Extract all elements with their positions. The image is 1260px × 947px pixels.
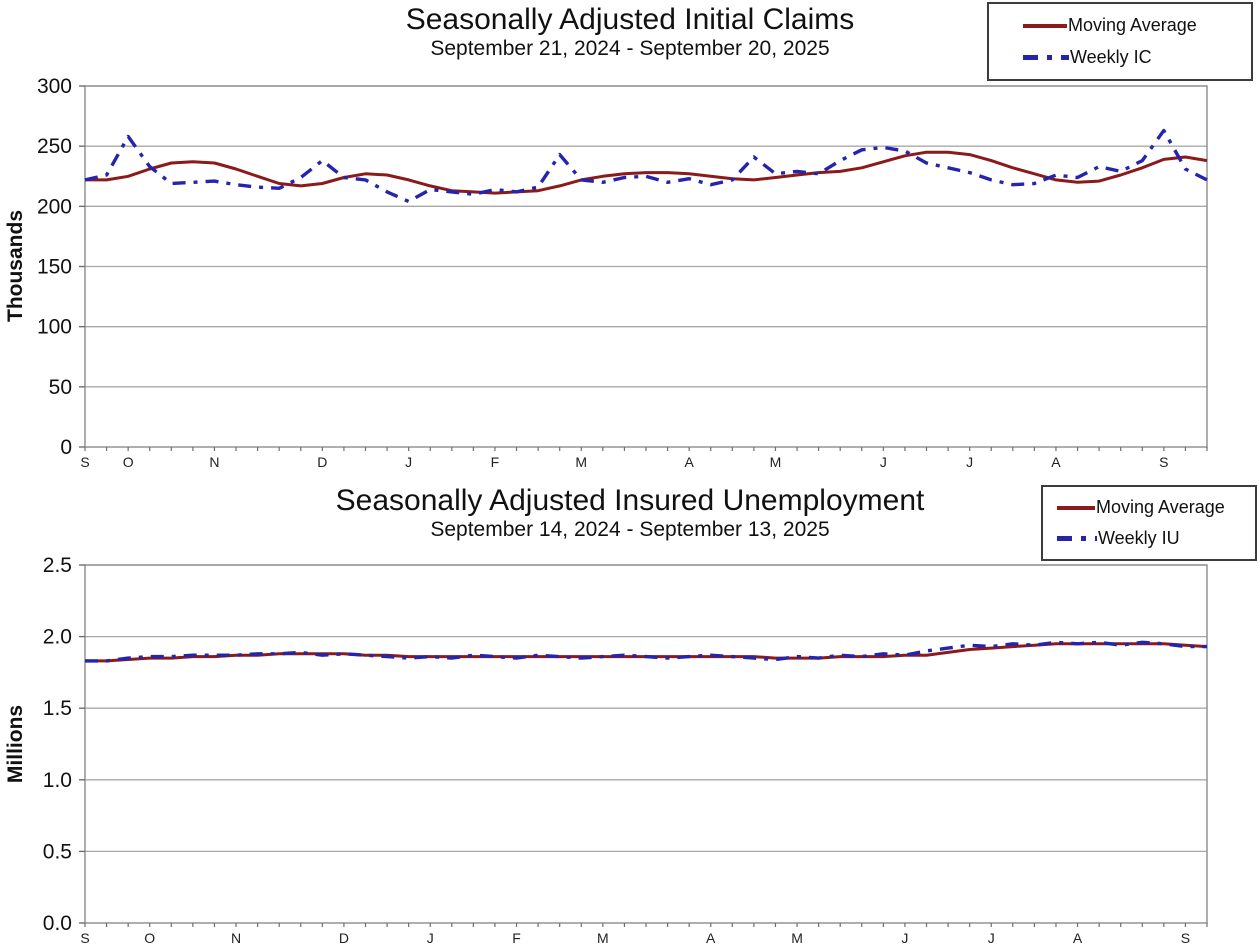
y-tick-label: 0.5 (43, 840, 72, 863)
legend-label: Weekly IC (1070, 47, 1152, 67)
month-label: A (1051, 454, 1061, 470)
dashed-line-swatch-icon (1023, 55, 1069, 60)
moving-average-line (85, 642, 1208, 663)
legend-item-moving-average: Moving Average (1023, 15, 1251, 36)
insured-unemployment-chart: Seasonally Adjusted Insured Unemployment… (0, 478, 1260, 947)
month-label: M (597, 930, 609, 946)
month-label: J (988, 930, 995, 946)
month-label: O (123, 454, 134, 470)
month-label: M (575, 454, 587, 470)
month-label: A (706, 930, 716, 946)
chart-title: Seasonally Adjusted Initial Claims (405, 3, 855, 36)
month-label: A (684, 454, 694, 470)
legend-item-weekly-iu: Weekly IU (1057, 528, 1255, 549)
month-label: N (231, 930, 241, 946)
month-label: S (1159, 454, 1168, 470)
month-label: A (1073, 930, 1083, 946)
plot-area: 0 50 100 150 200 250 300 S O N D J F M A M J J A S (37, 75, 1208, 470)
y-tick-label: 300 (37, 75, 72, 98)
y-tick-label: 0 (60, 436, 72, 459)
legend: Moving Average Weekly IC (987, 2, 1253, 81)
y-tick-label: 0.0 (43, 912, 72, 935)
month-label: N (209, 454, 219, 470)
moving-average-line (85, 150, 1208, 195)
y-axis-ticks: 0 50 100 150 200 250 300 (37, 75, 85, 459)
month-label: F (491, 454, 500, 470)
month-label: J (966, 454, 973, 470)
y-tick-label: 200 (37, 195, 72, 218)
y-tick-label: 1.5 (43, 697, 72, 720)
y-tick-label: 2.0 (43, 626, 72, 649)
weekly-series-line (85, 640, 1207, 663)
month-label: M (791, 930, 803, 946)
month-label: J (405, 454, 412, 470)
month-label: D (317, 454, 327, 470)
legend-label: Moving Average (1096, 497, 1225, 517)
chart-title: Seasonally Adjusted Insured Unemployment (335, 484, 925, 517)
month-label: J (427, 930, 434, 946)
month-label: O (144, 930, 155, 946)
month-label: J (880, 454, 887, 470)
initial-claims-chart: Seasonally Adjusted Initial Claims Septe… (4, 2, 1253, 470)
chart-subtitle: September 21, 2024 - September 20, 2025 (430, 37, 830, 60)
month-label: S (80, 454, 89, 470)
legend-item-moving-average: Moving Average (1057, 497, 1255, 518)
legend-item-weekly-ic: Weekly IC (1023, 47, 1251, 68)
x-axis-ticks (84, 923, 1208, 927)
y-tick-label: 2.5 (43, 554, 72, 577)
month-label: M (770, 454, 782, 470)
legend: Moving Average Weekly IU (1041, 485, 1257, 561)
plot-area: 0.0 0.5 1.0 1.5 2.0 2.5 S O N D J F M A M J J A S (43, 554, 1208, 946)
month-label: F (512, 930, 521, 946)
gridlines (85, 85, 1207, 388)
month-label: S (1181, 930, 1190, 946)
month-label: S (80, 930, 89, 946)
dashed-line-swatch-icon (1057, 536, 1097, 541)
legend-label: Moving Average (1068, 15, 1197, 35)
plot-border (84, 564, 1208, 924)
solid-line-swatch-icon (1023, 23, 1067, 28)
gridlines (85, 564, 1207, 853)
y-tick-label: 1.0 (43, 769, 72, 792)
month-label: D (339, 930, 349, 946)
y-tick-label: 50 (49, 376, 72, 399)
chart-subtitle: September 14, 2024 - September 13, 2025 (430, 518, 830, 541)
legend-label: Weekly IU (1098, 528, 1180, 548)
solid-line-swatch-icon (1057, 505, 1095, 510)
month-label: J (901, 930, 908, 946)
y-tick-label: 100 (37, 316, 72, 339)
x-axis-ticks (84, 447, 1208, 451)
y-tick-label: 250 (37, 135, 72, 158)
weekly-series-line (84, 128, 1208, 204)
y-tick-label: 150 (37, 256, 72, 279)
y-axis-ticks: 0.0 0.5 1.0 1.5 2.0 2.5 (43, 554, 85, 935)
